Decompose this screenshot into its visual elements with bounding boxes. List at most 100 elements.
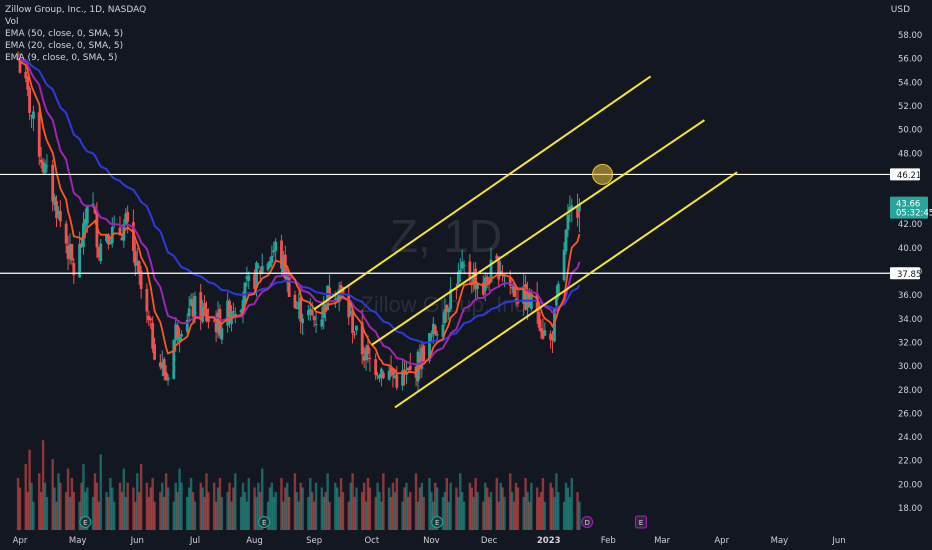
ema9-indicator-label[interactable]: EMA (9, close, 0, SMA, 5)	[5, 53, 118, 63]
volume-bar	[407, 496, 410, 530]
candle	[32, 105, 35, 132]
candle-body	[428, 333, 431, 361]
candle-body	[41, 162, 45, 173]
candle	[337, 282, 341, 312]
upper-line-price-tag-text: 46.21	[897, 171, 921, 181]
candle	[45, 154, 49, 173]
candle	[374, 353, 378, 380]
dividend-marker[interactable]: D	[581, 516, 594, 528]
candle-body	[485, 276, 489, 283]
volume-bar	[24, 463, 27, 530]
volume-indicator-label[interactable]: Vol	[5, 17, 19, 27]
volume-bar	[482, 501, 485, 530]
volume-bar	[137, 492, 141, 530]
candle-body	[422, 345, 426, 363]
candle-body	[510, 286, 514, 289]
candle-body	[420, 347, 424, 369]
candle-body	[337, 289, 341, 303]
candle-body	[149, 318, 153, 321]
candle-body	[380, 368, 383, 378]
future-earnings-marker[interactable]: E	[634, 515, 647, 529]
volume-bar	[314, 482, 318, 530]
symbol-title[interactable]: Zillow Group, Inc., 1D, NASDAQ	[5, 5, 147, 15]
volume-bar	[460, 492, 464, 530]
candle-body	[58, 211, 62, 222]
candle	[147, 310, 151, 327]
ema20-indicator-label[interactable]: EMA (20, close, 0, SMA, 5)	[5, 41, 124, 51]
channel-line-2[interactable]	[371, 119, 705, 346]
candle-body	[366, 345, 370, 354]
candle-body	[239, 310, 243, 313]
volume-bar	[474, 478, 477, 530]
volume-bar	[497, 501, 500, 530]
candle	[355, 325, 358, 335]
volume-bar	[82, 463, 85, 530]
earnings-marker-circle	[431, 516, 444, 528]
candle-body	[270, 256, 274, 263]
currency-label[interactable]: USD	[890, 5, 910, 15]
earnings-marker[interactable]: E	[79, 516, 92, 528]
volume-bar	[516, 487, 520, 530]
volume-bar	[241, 482, 245, 530]
candle	[30, 114, 33, 129]
volume-bar	[226, 492, 229, 530]
channel-line-1[interactable]	[313, 75, 652, 311]
candle-body	[199, 292, 203, 320]
candle	[362, 346, 366, 368]
candle	[360, 309, 364, 365]
lower-line-price-tag-box	[890, 267, 920, 280]
volume-bar	[284, 487, 287, 530]
volume-bar	[391, 482, 395, 530]
price-tick-label: 30.00	[898, 362, 922, 372]
earnings-marker-label: E	[83, 519, 87, 527]
channel-line-3[interactable]	[394, 171, 738, 409]
candle	[145, 283, 149, 323]
candle-body	[455, 289, 458, 291]
volume-bar	[212, 482, 216, 530]
lower-line-price-tag[interactable]: 37.85	[890, 267, 921, 280]
volume-bar	[537, 496, 541, 530]
candle-body	[66, 245, 70, 259]
volume-bar	[489, 492, 493, 530]
volume-bar	[124, 496, 127, 530]
volume-bar	[270, 482, 274, 530]
volume-bar	[113, 501, 116, 530]
candle	[380, 367, 383, 387]
volume-bar	[495, 478, 498, 530]
volume-bar	[320, 487, 324, 530]
volume-bar	[339, 478, 343, 530]
candle-body	[268, 261, 272, 268]
candle-body	[193, 296, 197, 319]
candle-body	[474, 268, 478, 290]
candle-body	[566, 214, 570, 230]
candle-body	[153, 344, 156, 360]
volume-bar	[239, 496, 243, 530]
volume-bar	[387, 487, 391, 530]
candle	[287, 269, 291, 297]
time-axis[interactable]: Apr May Jun Jul Aug Sep Oct Nov Dec 2023 Feb Mar Apr…	[0, 533, 890, 550]
candle-body	[564, 229, 568, 252]
volume-bar	[462, 501, 466, 530]
candle-body	[430, 334, 433, 337]
ema50-indicator-label[interactable]: EMA (50, close, 0, SMA, 5)	[5, 29, 124, 39]
candle	[268, 256, 272, 269]
candle-body	[408, 365, 412, 370]
candle-body	[26, 76, 30, 90]
earnings-marker[interactable]: E	[431, 516, 444, 528]
volume-bar	[68, 496, 72, 530]
price-tick-label: 26.00	[898, 409, 922, 419]
price-tick-label: 42.00	[898, 220, 922, 230]
price-axis[interactable]: 18.00 20.00 22.00 24.00 26.00 28.00 30.00 32.00…	[890, 0, 932, 550]
candle-body	[174, 324, 178, 341]
upper-line-price-tag[interactable]: 46.21	[890, 168, 921, 181]
candle-body	[308, 308, 312, 314]
highlight-marker[interactable]	[592, 163, 614, 185]
volume-bar	[132, 487, 135, 530]
volume-bar	[174, 482, 177, 530]
candle	[260, 253, 264, 275]
volume-bar	[428, 478, 431, 530]
earnings-marker[interactable]: E	[258, 516, 271, 528]
